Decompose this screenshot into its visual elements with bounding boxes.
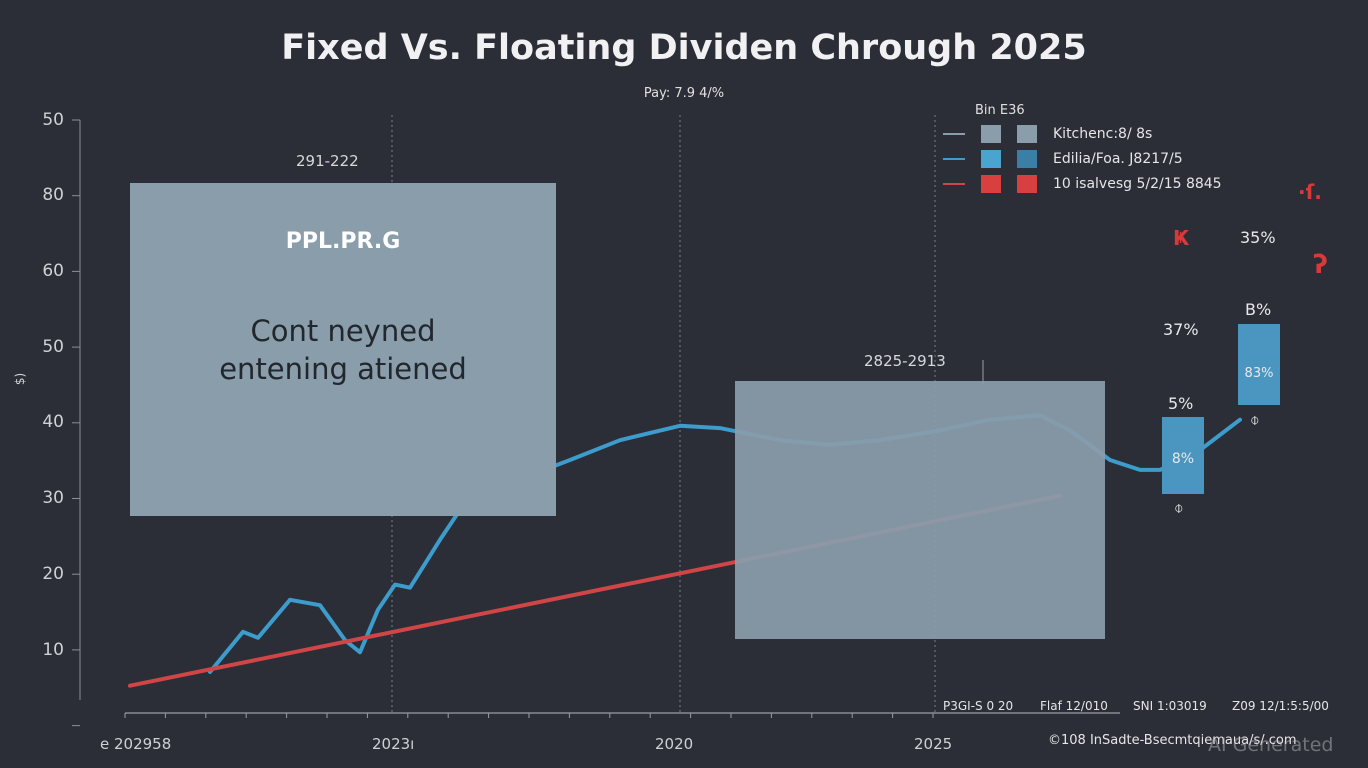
x-tick: e 202958: [100, 735, 172, 753]
bar: 83%: [1238, 324, 1280, 405]
legend-label: Kitchenc:8/ 8s: [1053, 126, 1153, 142]
bar-top-label: 5%: [1168, 394, 1194, 413]
legend-header: Bin E36: [975, 103, 1025, 118]
bottom-label: SNI 1:03019: [1133, 699, 1207, 713]
legend-item: 10 isalvesg 5/2/15 8845: [943, 175, 1222, 193]
box1-range: 291-222: [296, 152, 359, 170]
legend-swatch: [981, 125, 1001, 143]
annotation-box: PPL.PR.G Cont neyned entening atiened: [130, 183, 556, 516]
bar-inner-label: 8%: [1171, 451, 1195, 467]
y-tick: 50: [42, 337, 64, 357]
legend-swatch: [1017, 125, 1037, 143]
bottom-label: Z09 12/1:5:5/00: [1232, 699, 1329, 713]
box1-text-2: entening atiened: [219, 352, 467, 386]
y-tick: 30: [42, 488, 64, 508]
bar-symbol-icon: ⌽: [1174, 498, 1184, 517]
red-glyph: ʔ: [1313, 250, 1328, 280]
percent-label: 37%: [1163, 320, 1199, 339]
bar-top-label: B%: [1245, 300, 1272, 319]
legend-label: 10 isalvesg 5/2/15 8845: [1053, 176, 1222, 192]
legend-label: Edilia/Foa. J8217/5: [1053, 151, 1183, 167]
chart-subtitle: Pay: 7.9 4/%: [643, 86, 725, 101]
legend-item: Kitchenc:8/ 8s: [943, 125, 1152, 143]
y-tick: 80: [42, 185, 64, 205]
box1-label: PPL.PR.G: [285, 229, 401, 254]
legend-swatch: [1017, 175, 1037, 193]
legend-line: [943, 183, 965, 185]
legend-line: [943, 158, 965, 160]
legend-item: Edilia/Foa. J8217/5: [943, 150, 1183, 168]
y-tick: 60: [42, 261, 64, 281]
x-tick: 2025: [914, 735, 953, 753]
bottom-label: P3GI-S 0 20: [943, 699, 1014, 713]
box2-range: 2825-2913: [864, 352, 946, 370]
y-axis-label: $): [13, 372, 28, 386]
footer-credit: ©108 InSadte-Bsecmtqiemaua/s/.com: [1048, 733, 1297, 748]
x-tick: 2020: [655, 735, 694, 753]
y-tick: 50: [42, 110, 64, 130]
y-tick: 40: [42, 412, 64, 432]
red-glyph: Ҝ: [1173, 226, 1190, 250]
y-tick: 20: [42, 564, 64, 584]
bar: 8%: [1162, 417, 1204, 494]
legend-swatch: [1017, 150, 1037, 168]
red-glyph: ·ſ.: [1298, 180, 1322, 204]
bar-inner-label: 83%: [1244, 366, 1274, 381]
bar-symbol-icon: ⌽: [1250, 410, 1260, 429]
legend-swatch: [981, 150, 1001, 168]
chart-title: Fixed Vs. Floating Dividen Chrough 2025: [281, 28, 1087, 68]
legend-line: [943, 133, 965, 135]
legend-swatch: [981, 175, 1001, 193]
x-tick: 2023ı: [372, 735, 415, 753]
percent-label: 35%: [1240, 228, 1276, 247]
annotation-box: [735, 381, 1105, 639]
y-tick: 10: [42, 640, 64, 660]
watermark: AI Generated: [1208, 734, 1334, 756]
box1-text-1: Cont neyned: [250, 314, 436, 348]
bottom-label: Flaf 12/010: [1040, 699, 1108, 713]
